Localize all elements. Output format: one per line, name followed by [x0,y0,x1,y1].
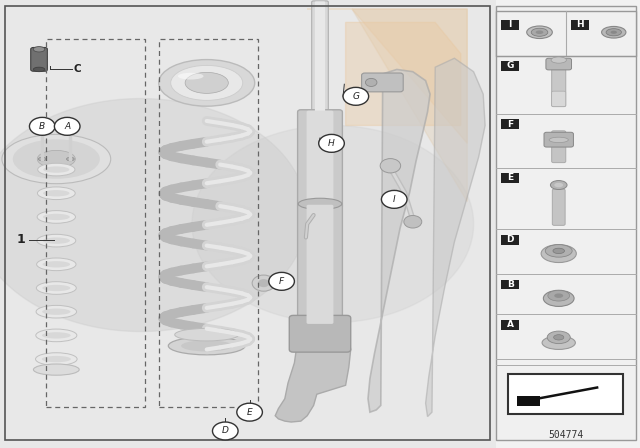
Polygon shape [426,58,485,417]
Ellipse shape [35,353,77,366]
Ellipse shape [536,30,543,34]
Ellipse shape [606,29,621,36]
Ellipse shape [531,28,548,36]
Polygon shape [346,22,461,125]
Polygon shape [0,99,307,332]
Circle shape [319,134,344,152]
Text: F: F [507,120,513,129]
Ellipse shape [42,261,70,267]
FancyBboxPatch shape [501,61,519,71]
Circle shape [343,87,369,105]
Ellipse shape [42,309,70,315]
FancyBboxPatch shape [552,189,565,225]
Ellipse shape [543,290,574,306]
FancyBboxPatch shape [312,1,328,113]
Text: 1: 1 [16,233,25,246]
Ellipse shape [548,290,570,301]
FancyBboxPatch shape [298,110,342,208]
FancyBboxPatch shape [496,6,636,440]
Ellipse shape [42,332,70,339]
Ellipse shape [42,285,70,291]
Ellipse shape [37,187,76,199]
FancyBboxPatch shape [546,58,572,70]
FancyBboxPatch shape [31,47,47,71]
Ellipse shape [181,340,232,351]
FancyBboxPatch shape [501,280,519,289]
Ellipse shape [550,181,567,190]
Text: 504774: 504774 [548,430,584,439]
Ellipse shape [13,139,100,179]
Ellipse shape [365,78,377,86]
Ellipse shape [168,337,245,355]
Circle shape [381,190,407,208]
Ellipse shape [38,163,75,176]
FancyBboxPatch shape [307,205,333,324]
FancyBboxPatch shape [307,111,333,207]
Ellipse shape [171,65,243,100]
FancyBboxPatch shape [298,204,342,325]
FancyBboxPatch shape [501,119,519,129]
Polygon shape [275,320,351,422]
Text: H: H [576,20,584,29]
Ellipse shape [298,198,342,209]
Polygon shape [368,69,430,412]
FancyBboxPatch shape [544,132,573,147]
Ellipse shape [554,183,563,187]
Ellipse shape [545,245,572,257]
Circle shape [237,403,262,421]
Ellipse shape [549,137,568,142]
Polygon shape [192,125,474,323]
Ellipse shape [37,211,76,223]
Text: D: D [222,426,228,435]
Ellipse shape [185,73,228,93]
Text: C: C [74,64,81,73]
FancyBboxPatch shape [501,235,519,245]
FancyBboxPatch shape [0,0,496,448]
Circle shape [404,215,422,228]
Polygon shape [352,9,467,202]
Circle shape [269,272,294,290]
Ellipse shape [554,293,563,298]
Ellipse shape [602,26,626,38]
FancyBboxPatch shape [552,61,566,107]
Circle shape [29,117,55,135]
FancyBboxPatch shape [571,20,589,30]
FancyBboxPatch shape [501,20,519,30]
FancyBboxPatch shape [552,91,566,107]
Text: G: G [506,61,514,70]
Ellipse shape [551,57,566,63]
Circle shape [258,279,269,287]
Text: E: E [507,173,513,182]
Ellipse shape [159,60,255,106]
Ellipse shape [542,336,575,349]
Text: A: A [64,122,70,131]
Ellipse shape [42,356,71,362]
FancyBboxPatch shape [552,131,566,163]
Text: B: B [39,122,45,131]
Ellipse shape [43,237,70,244]
Ellipse shape [43,214,70,220]
Ellipse shape [43,190,70,196]
Text: I: I [508,20,512,29]
Text: F: F [279,277,284,286]
Text: G: G [353,92,359,101]
Ellipse shape [611,30,617,34]
FancyBboxPatch shape [496,0,640,448]
Ellipse shape [541,245,577,263]
FancyBboxPatch shape [315,1,325,113]
Ellipse shape [553,248,564,254]
Ellipse shape [37,234,76,247]
Ellipse shape [36,258,76,271]
Text: E: E [247,408,252,417]
Text: B: B [507,280,513,289]
Ellipse shape [33,47,45,52]
FancyBboxPatch shape [289,315,351,352]
Ellipse shape [36,329,77,342]
Ellipse shape [33,67,45,72]
Ellipse shape [175,328,239,341]
FancyBboxPatch shape [496,11,636,56]
Circle shape [54,117,80,135]
Text: H: H [328,139,335,148]
FancyBboxPatch shape [501,173,519,183]
